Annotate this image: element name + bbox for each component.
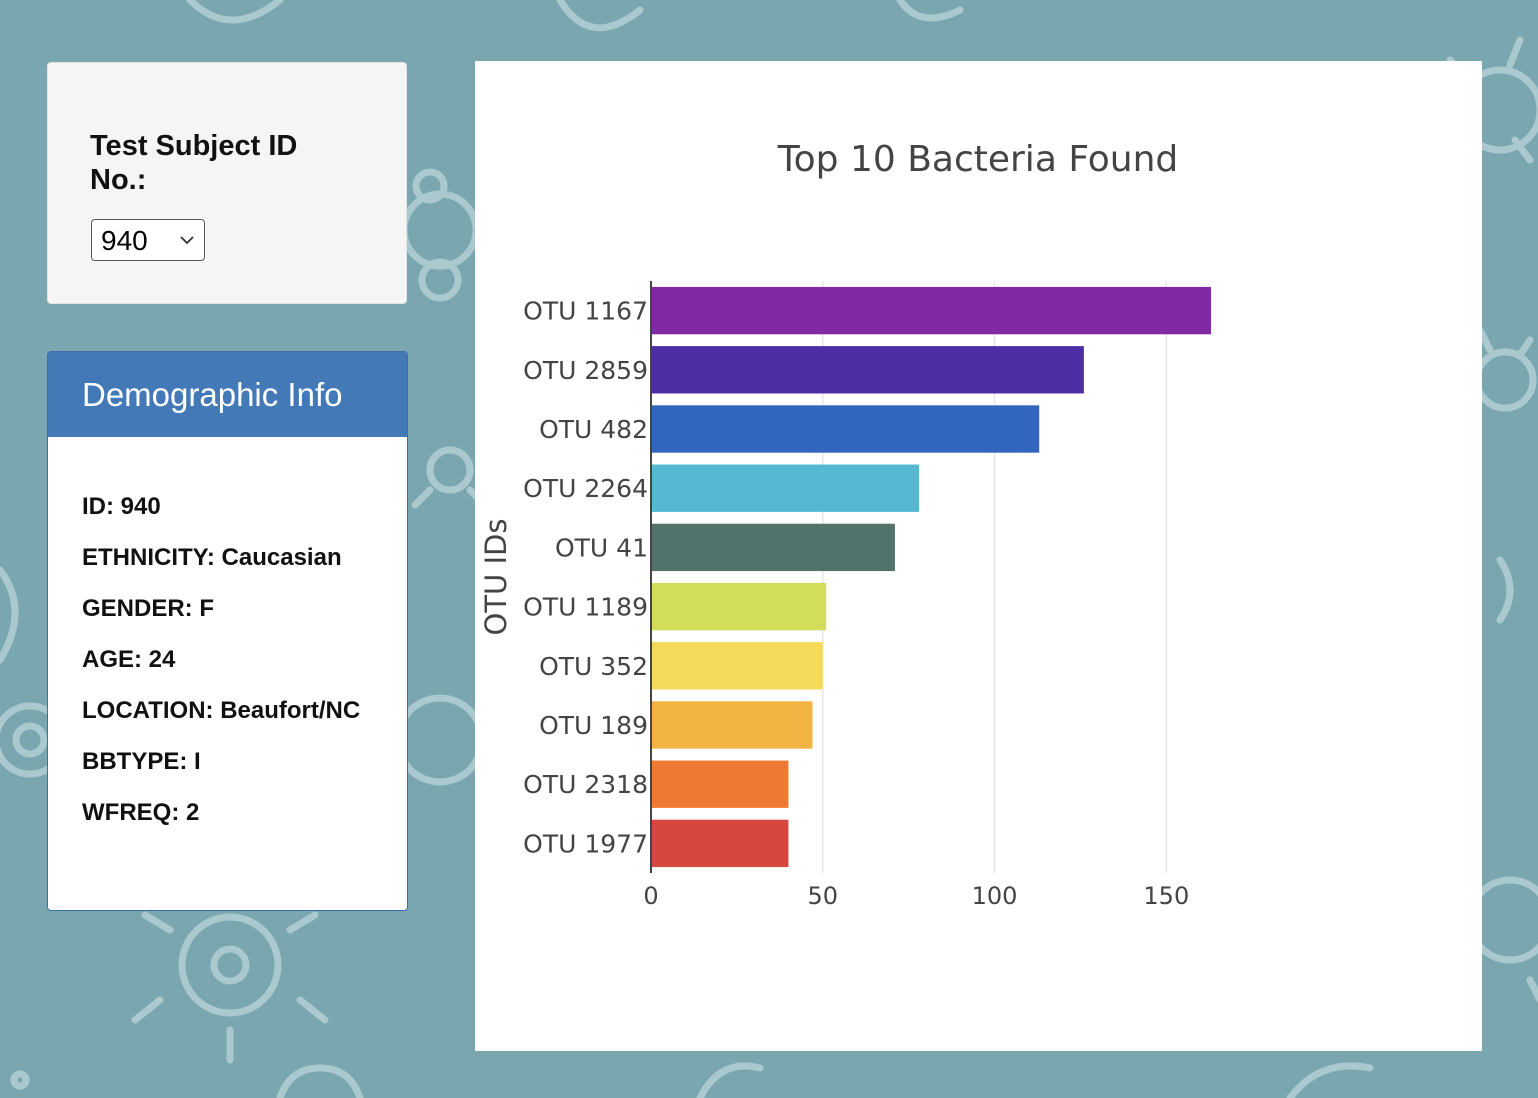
bar-otu-2859 xyxy=(651,346,1084,394)
y-tick-label: OTU 352 xyxy=(539,652,648,681)
subject-id-selected-value: 940 xyxy=(101,225,148,256)
demo-bbtype: BBTYPE: I xyxy=(82,748,201,775)
y-tick-label: OTU 1189 xyxy=(523,593,648,622)
demo-gender: GENDER: F xyxy=(82,595,214,622)
bar-otu-2318 xyxy=(651,760,789,808)
demographic-info-title: Demographic Info xyxy=(82,376,343,413)
subject-id-dropdown[interactable]: 940 xyxy=(91,219,205,261)
demographic-info-header: Demographic Info xyxy=(48,352,407,437)
demo-id: ID: 940 xyxy=(82,493,161,520)
x-tick-label: 150 xyxy=(1143,882,1189,910)
y-tick-label: OTU 2264 xyxy=(523,474,648,503)
y-tick-label: OTU 1167 xyxy=(523,297,648,326)
y-tick-label: OTU 2859 xyxy=(523,356,648,385)
y-tick-label: OTU 41 xyxy=(555,533,648,562)
top-bacteria-bar-chart: Top 10 Bacteria Found 0 50 100 150 OTU 1167 OT… xyxy=(479,139,1211,910)
bar-otu-1167 xyxy=(651,286,1211,335)
bar-otu-41 xyxy=(651,523,895,572)
x-tick-label: 50 xyxy=(808,882,839,910)
bar-otu-482 xyxy=(651,405,1040,453)
bar-otu-1977 xyxy=(651,819,789,868)
chevron-down-icon xyxy=(180,236,194,245)
x-tick-label: 100 xyxy=(972,882,1018,910)
bar-otu-1189 xyxy=(651,582,827,631)
y-tick-label: OTU 2318 xyxy=(523,770,648,799)
y-tick-label: OTU 1977 xyxy=(523,829,648,858)
y-tick-label: OTU 482 xyxy=(539,415,648,444)
demo-wfreq: WFREQ: 2 xyxy=(82,799,200,826)
demo-age: AGE: 24 xyxy=(82,646,176,673)
bar-otu-352 xyxy=(651,642,823,690)
demographic-info-panel: Demographic Info ID: 940 ETHNICITY: Cauc… xyxy=(47,351,408,911)
x-tick-label: 0 xyxy=(643,882,658,910)
demo-ethnicity: ETHNICITY: Caucasian xyxy=(82,544,342,571)
y-tick-label: OTU 189 xyxy=(539,711,648,740)
bar-otu-2264 xyxy=(651,464,919,512)
subject-id-label: Test Subject ID No.: xyxy=(90,130,298,196)
bar-otu-189 xyxy=(651,701,813,749)
demographic-info-list: ID: 940 ETHNICITY: Caucasian GENDER: F A… xyxy=(82,492,382,849)
bar-chart-panel: Top 10 Bacteria Found 0 50 100 150 OTU 1167 OT… xyxy=(475,61,1482,1051)
subject-selector-panel: Test Subject ID No.: 940 xyxy=(47,62,407,304)
chart-title: Top 10 Bacteria Found xyxy=(777,139,1179,180)
demo-location: LOCATION: Beaufort/NC xyxy=(82,697,361,724)
y-axis-title: OTU IDs xyxy=(479,519,513,636)
